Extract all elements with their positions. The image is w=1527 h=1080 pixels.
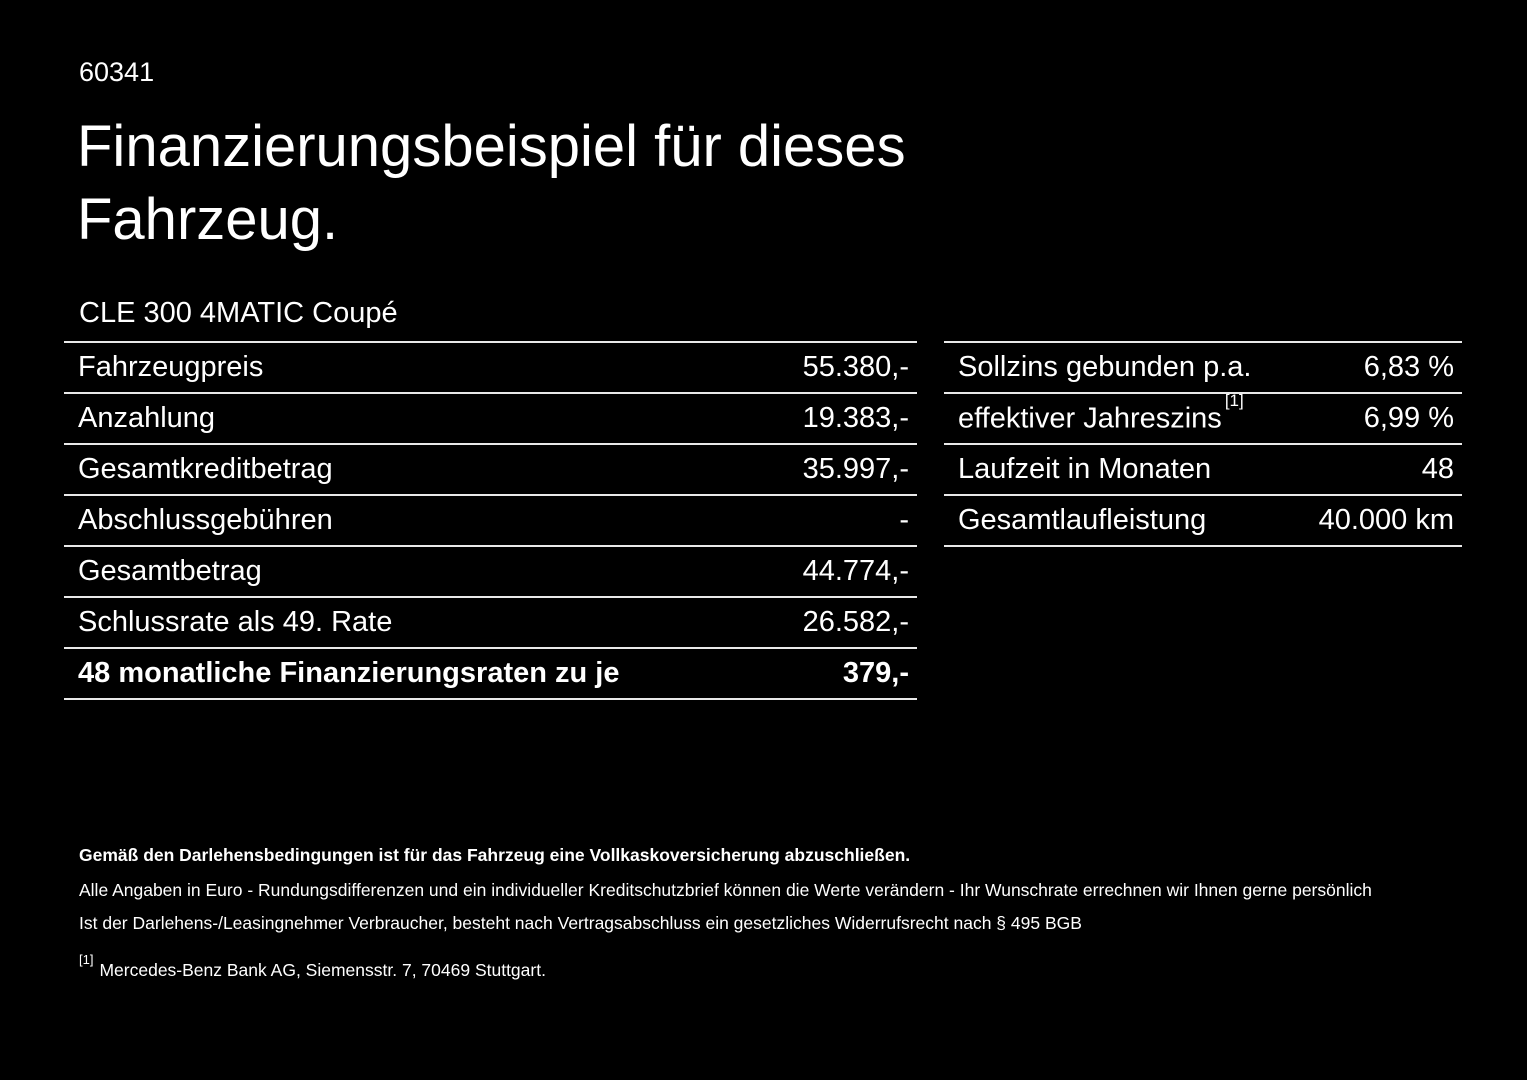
row-label: Fahrzeugpreis [78,351,264,383]
table-row: Abschlussgebühren - [64,494,917,545]
footnote-withdrawal-right: Ist der Darlehens-/Leasingnehmer Verbrau… [79,912,1082,933]
table-row: Gesamtkreditbetrag 35.997,- [64,443,917,494]
row-value: 44.774,- [802,555,909,587]
footnote-disclaimer: Alle Angaben in Euro - Rundungsdifferenz… [79,879,1372,900]
row-value: 40.000 km [1318,504,1454,536]
financing-table-right: Sollzins gebunden p.a. 6,83 % effektiver… [944,341,1462,547]
table-row-monthly-rate: 48 monatliche Finanzierungsraten zu je 3… [64,647,917,698]
row-label: Gesamtkreditbetrag [78,453,333,485]
table-row: Laufzeit in Monaten 48 [944,443,1462,494]
row-label: Schlussrate als 49. Rate [78,606,393,638]
footnote-insurance: Gemäß den Darlehensbedingungen ist für d… [79,845,911,865]
row-label: Laufzeit in Monaten [958,453,1212,485]
footnotes: Gemäß den Darlehensbedingungen ist für d… [79,845,1467,992]
table-row: effektiver Jahreszins[1] 6,99 % [944,391,1462,443]
row-label: Gesamtlaufleistung [958,504,1207,536]
table-row: Schlussrate als 49. Rate 26.582,- [64,596,917,647]
row-value: 6,83 % [1363,351,1454,383]
row-label: Anzahlung [78,402,216,434]
row-label: effektiver Jahreszins[1] [958,391,1244,436]
vehicle-model: CLE 300 4MATIC Coupé [79,297,398,329]
row-value: 379,- [842,657,909,689]
page-title-line2: Fahrzeug. [77,187,339,253]
table-row: Sollzins gebunden p.a. 6,83 % [944,341,1462,392]
row-value: - [899,504,909,536]
page-title-line1: Finanzierungsbeispiel für dieses [77,114,906,179]
financing-table-left: Fahrzeugpreis 55.380,- Anzahlung 19.383,… [64,341,917,700]
footnote-bank-reference: [1] Mercedes-Benz Bank AG, Siemensstr. 7,… [79,952,1467,982]
row-value: 48 [1421,453,1454,485]
row-label: Abschlussgebühren [78,504,333,536]
footnote-bank-text: Mercedes-Benz Bank AG, Siemensstr. 7, 70… [99,959,546,980]
row-value: 35.997,- [802,453,909,485]
table-row: Fahrzeugpreis 55.380,- [64,341,917,392]
footnote-marker: [1] [79,951,94,967]
footnote-reference-superscript: [1] [1224,390,1244,410]
document-number: 60341 [79,57,155,87]
row-value: 19.383,- [802,402,909,434]
row-label-text: effektiver Jahreszins [958,402,1222,435]
row-label: 48 monatliche Finanzierungsraten zu je [78,657,620,689]
row-label: Gesamtbetrag [78,555,262,587]
page-title: Finanzierungsbeispiel für dieses Fahrzeug… [77,110,906,256]
table-row: Anzahlung 19.383,- [64,392,917,443]
table-row: Gesamtlaufleistung 40.000 km [944,494,1462,545]
row-value: 26.582,- [802,606,909,638]
row-label: Sollzins gebunden p.a. [958,351,1252,383]
row-value: 55.380,- [802,351,909,383]
row-value: 6,99 % [1363,402,1454,434]
table-row: Gesamtbetrag 44.774,- [64,545,917,596]
